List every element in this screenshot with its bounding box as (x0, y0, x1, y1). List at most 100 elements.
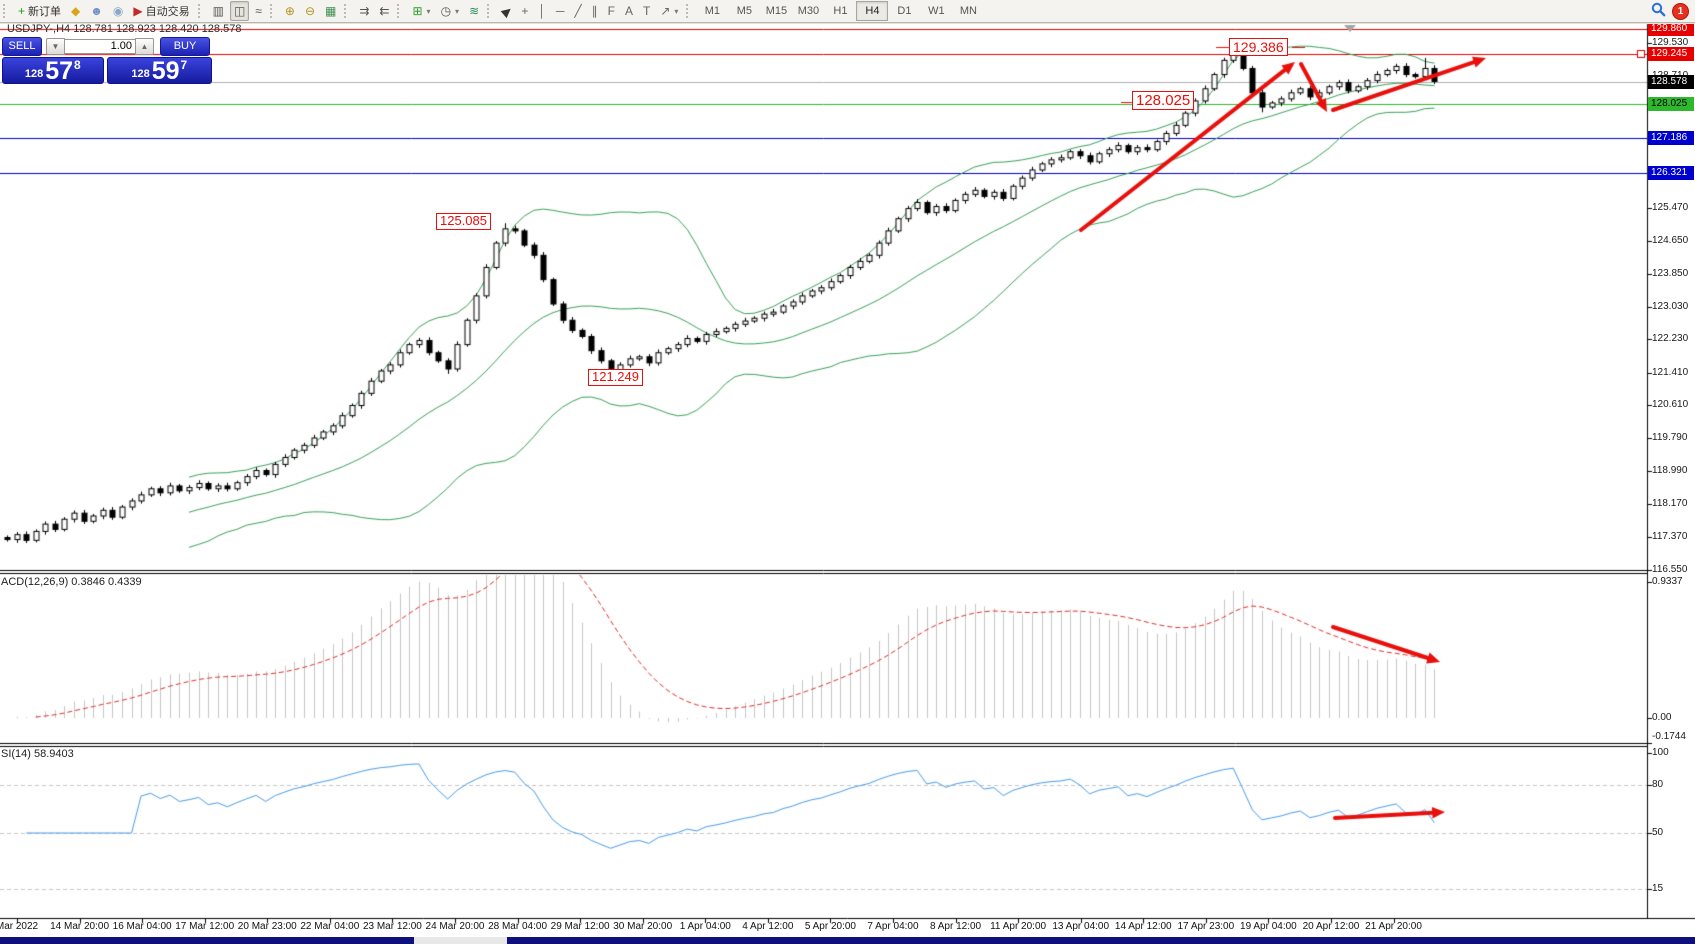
chevron-down-icon[interactable]: ▾ (426, 6, 431, 16)
price-scale-tick: 129.530 (1652, 36, 1689, 48)
timeframe-m15[interactable]: M15 (765, 5, 788, 17)
chart-shift-icon: ⇇ (379, 4, 390, 18)
buy-button[interactable]: BUY (160, 36, 210, 56)
candlestick-chart-icon: ◫ (233, 4, 246, 18)
volume-decrease-button[interactable]: ▼ (46, 37, 65, 55)
time-axis-label: 22 Mar 04:00 (300, 921, 360, 932)
price-callout-129386[interactable]: 129.386 (1229, 38, 1288, 57)
accounts-icon[interactable]: ☻ (86, 1, 107, 21)
price-level-badge: 126.321 (1648, 166, 1694, 181)
shapes-button[interactable]: ↗ ▾ (656, 1, 682, 21)
timeframe-h4[interactable]: H4 (856, 1, 889, 21)
chevron-down-icon[interactable]: ▾ (674, 6, 679, 16)
timeframe-m30[interactable]: M30 (797, 5, 820, 17)
time-axis-label: 8 Apr 12:00 (929, 921, 982, 932)
time-axis-label: 1 Apr 04:00 (679, 921, 731, 932)
price-callout-121249[interactable]: 121.249 (588, 369, 643, 386)
new-order-button[interactable]: + 新订单 (14, 1, 65, 21)
time-axis-label: 13 Apr 04:00 (1052, 921, 1110, 932)
line-chart-icon[interactable]: ≈ (251, 1, 266, 21)
buy-price-point: 7 (180, 58, 188, 72)
rsi-scale-tick: 15 (1652, 883, 1664, 894)
auto-scroll-icon: ⇉ (359, 4, 370, 18)
price-scale-tick: 124.650 (1652, 235, 1689, 247)
price-scale-tick: 123.850 (1652, 267, 1689, 279)
zoom-in-icon[interactable]: ⊕ (281, 1, 299, 21)
crosshair-icon[interactable]: + (517, 1, 532, 21)
volume-input[interactable] (65, 38, 135, 54)
autotrading-button[interactable]: ▶ 自动交易 (129, 1, 193, 21)
sell-price-box[interactable]: 128 57 8 (2, 57, 104, 84)
equidistant-channel-icon[interactable]: ∥ (588, 1, 602, 21)
time-axis-label: 11 Apr 20:00 (990, 921, 1047, 932)
price-scale-tick: 123.030 (1652, 300, 1689, 312)
time-axis-label: 20 Mar 23:00 (237, 921, 297, 932)
indicators-button[interactable]: ≋ (465, 1, 483, 21)
time-axis-label: 16 Mar 04:00 (112, 921, 172, 932)
time-axis-label: 20 Apr 12:00 (1302, 921, 1360, 932)
tile-windows-icon[interactable]: ▦ (321, 1, 340, 21)
rsi-scale-tick: 100 (1652, 747, 1669, 758)
time-axis-label: 24 Mar 20:00 (425, 921, 485, 932)
sell-button[interactable]: SELL (2, 36, 42, 56)
horizontal-line-icon[interactable]: ─ (552, 1, 569, 21)
time-axis-label: 5 Apr 20:00 (804, 921, 856, 932)
toolbar-grip (197, 4, 204, 18)
time-axis-label: 7 Apr 04:00 (867, 921, 919, 932)
text-icon[interactable]: A (621, 1, 637, 21)
text-label-icon[interactable]: T (639, 1, 654, 21)
buy-price-box[interactable]: 128 59 7 (106, 57, 212, 84)
shapes-button: ↗ (660, 4, 671, 18)
market-watch-icon: ◆ (71, 4, 81, 18)
macd-scale-tick: 0.00 (1652, 712, 1672, 723)
time-axis-label: 14 Mar 20:00 (50, 921, 110, 932)
chart-shift-icon[interactable]: ⇇ (375, 1, 393, 21)
toolbar-grip (487, 4, 493, 18)
zoom-out-icon[interactable]: ⊖ (301, 1, 319, 21)
price-level-badge: 129.245 (1648, 47, 1694, 62)
auto-scroll-icon[interactable]: ⇉ (355, 1, 373, 21)
market-watch-icon[interactable]: ◆ (67, 1, 84, 21)
bar-chart-icon[interactable]: ▥ (209, 1, 228, 21)
timeframe-h1[interactable]: H1 (833, 5, 848, 17)
timeframe-m5[interactable]: M5 (736, 5, 753, 17)
volume-increase-button[interactable]: ▲ (135, 37, 154, 55)
time-axis-label: 21 Apr 20:00 (1365, 921, 1422, 932)
notifications-badge[interactable]: 1 (1672, 2, 1689, 20)
text-label-icon: T (642, 4, 651, 18)
rsi-scale-tick: 80 (1652, 779, 1664, 790)
price-callout-128025[interactable]: 128.025 (1132, 91, 1195, 111)
search-icon[interactable] (1651, 2, 1666, 20)
window-bottom-bar (0, 937, 1695, 944)
timeframe-m1[interactable]: M1 (704, 5, 721, 17)
rsi-indicator-label: SI(14) 58.9403 (1, 748, 74, 760)
chevron-down-icon[interactable]: ▾ (455, 6, 460, 16)
new-chart-button[interactable]: ⊞ ▾ (408, 1, 434, 21)
main-toolbar: + 新订单 ◆ ☻ ◉ ▶ 自动交易 ▥ ◫ ≈ ⊕ ⊖ ▦ ⇉ ⇇ ⊞ ▾ ◷ ▾ ≋ ▶ + │ ─ ╱ ∥ F A T ↗ ▾ M1 M… (0, 0, 1695, 23)
price-scale-tick: 117.370 (1652, 530, 1688, 542)
sell-price-point: 8 (74, 58, 81, 72)
timeframe-d1[interactable]: D1 (897, 5, 912, 17)
timeframe-w1[interactable]: W1 (928, 5, 945, 17)
vertical-line-icon[interactable]: │ (534, 1, 550, 21)
toolbar-grip (686, 4, 692, 18)
horizontal-line-icon: ─ (555, 4, 565, 18)
bottom-bar-segment (414, 937, 507, 944)
trendline-icon[interactable]: ╱ (570, 1, 585, 21)
time-axis-label: 4 Apr 12:00 (742, 921, 794, 932)
time-axis-label: 29 Mar 12:00 (550, 921, 610, 932)
candlestick-chart-icon[interactable]: ◫ (229, 1, 250, 21)
price-level-badge: 128.578 (1648, 74, 1694, 89)
line-chart-icon: ≈ (255, 4, 262, 18)
price-callout-125085[interactable]: 125.085 (436, 213, 491, 230)
fibonacci-icon[interactable]: F (604, 1, 619, 21)
equidistant-channel-icon: ∥ (591, 4, 598, 18)
cursor-icon[interactable]: ▶ (498, 1, 515, 21)
periods-button[interactable]: ◷ ▾ (437, 1, 464, 21)
price-scale-tick: 118.990 (1652, 464, 1688, 476)
signals-icon[interactable]: ◉ (109, 1, 127, 21)
timeframe-bar: M1 M5 M15 M30 H1 H4 D1 W1 MN (696, 1, 984, 21)
price-scale-tick: 116.550 (1652, 564, 1688, 575)
timeframe-mn[interactable]: MN (959, 5, 977, 17)
